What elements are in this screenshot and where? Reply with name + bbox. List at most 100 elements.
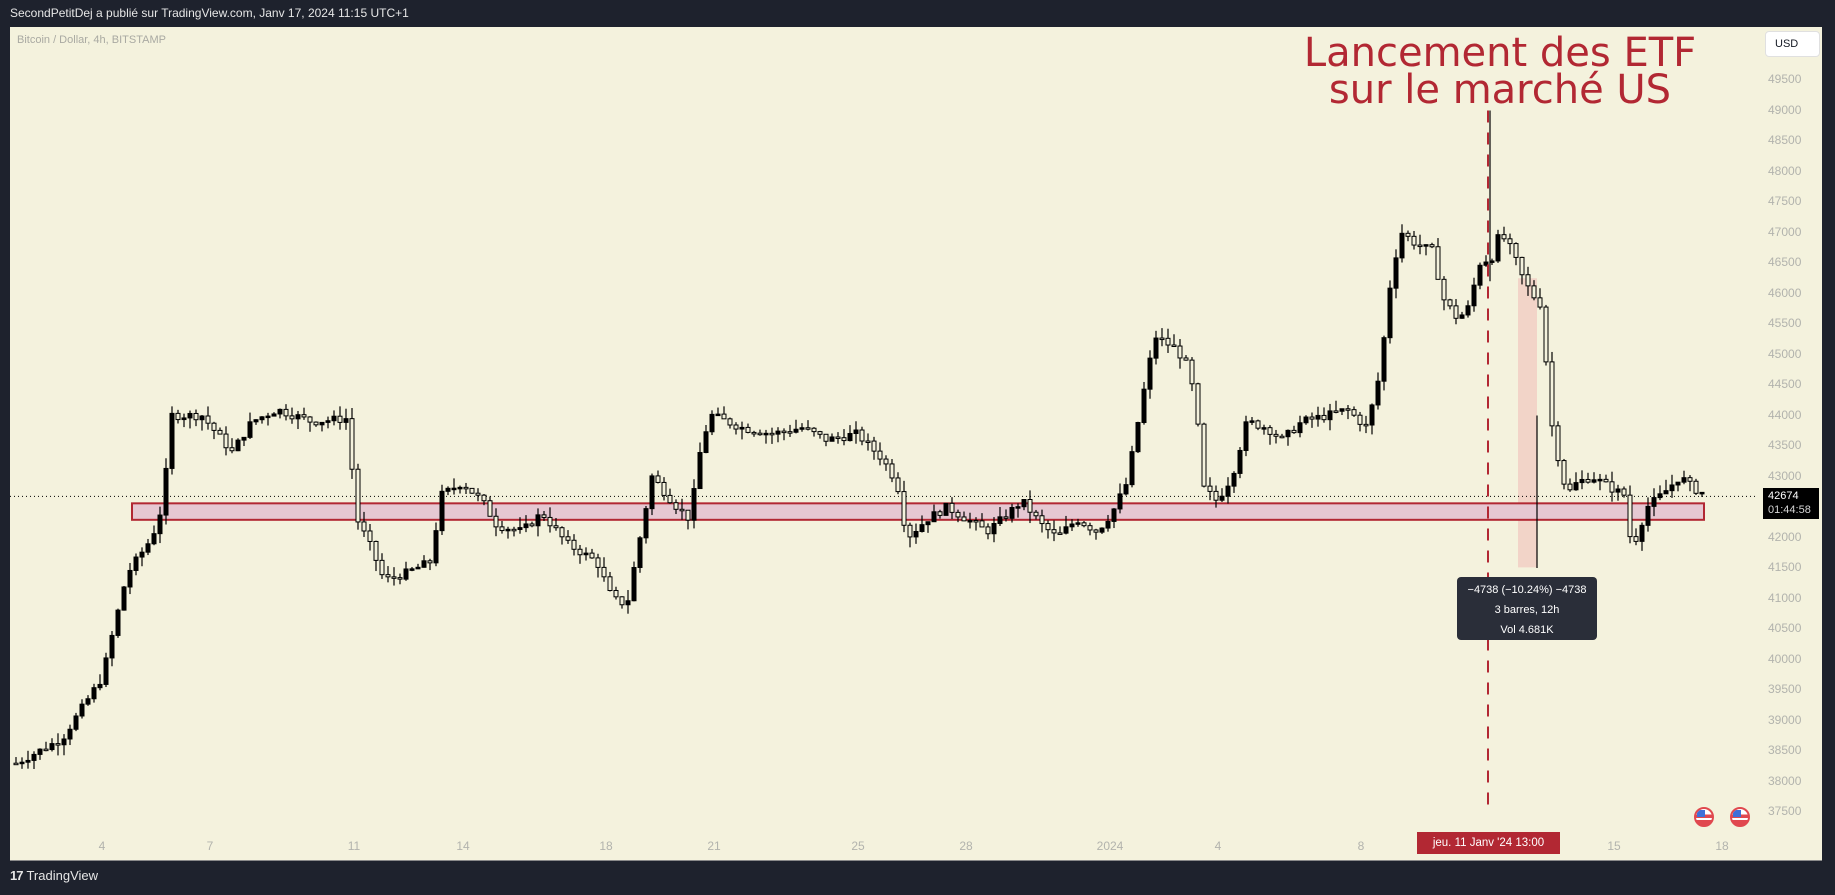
last-price-value: 42674 bbox=[1768, 490, 1799, 502]
candle-body bbox=[1675, 481, 1681, 486]
candle-body bbox=[949, 502, 955, 513]
candle-body bbox=[715, 413, 721, 417]
candle-body bbox=[1135, 422, 1141, 453]
candle-body bbox=[1177, 345, 1183, 359]
candle-body bbox=[937, 511, 943, 516]
candle-body bbox=[1573, 482, 1579, 491]
us-flag-event-icon[interactable] bbox=[1730, 807, 1750, 827]
candle-body bbox=[205, 415, 211, 424]
candle-body bbox=[49, 743, 55, 751]
candle-body bbox=[619, 596, 625, 606]
candle-body bbox=[1519, 256, 1525, 276]
candle-body bbox=[721, 413, 727, 420]
candle-body bbox=[199, 415, 205, 421]
candle-body bbox=[1015, 506, 1021, 509]
time-tick: 28 bbox=[959, 839, 973, 853]
footer-branding[interactable]: 17 TradingView bbox=[10, 868, 98, 883]
candle-body bbox=[1351, 409, 1357, 416]
candle-body bbox=[943, 502, 949, 516]
candle-body bbox=[187, 412, 193, 419]
candle-body bbox=[1471, 284, 1477, 307]
candle-body bbox=[1603, 478, 1609, 483]
price-tick: 45500 bbox=[1768, 316, 1802, 330]
candle-body bbox=[265, 415, 271, 419]
candle-body bbox=[61, 738, 67, 746]
candle-body bbox=[1285, 429, 1291, 438]
candle-body bbox=[1369, 404, 1375, 426]
price-tick: 41500 bbox=[1768, 560, 1802, 574]
candle-body bbox=[1063, 526, 1069, 534]
candle-body bbox=[805, 427, 811, 430]
candlestick-plot[interactable] bbox=[10, 27, 1822, 860]
candle-body bbox=[301, 414, 307, 418]
candle-body bbox=[1033, 511, 1039, 517]
headline-line2: sur le marché US bbox=[1328, 67, 1672, 113]
candle-body bbox=[1003, 516, 1009, 519]
candle-body bbox=[439, 490, 445, 532]
candle-body bbox=[1303, 416, 1309, 424]
candle-body bbox=[13, 762, 19, 766]
candle-body bbox=[793, 428, 799, 433]
candle-body bbox=[385, 574, 391, 578]
candle-body bbox=[1201, 423, 1207, 487]
candle-body bbox=[1477, 264, 1483, 286]
candle-body bbox=[163, 467, 169, 516]
candle-body bbox=[1399, 232, 1405, 259]
candle-body bbox=[1255, 420, 1261, 429]
candle-body bbox=[499, 526, 505, 532]
time-tick: 14 bbox=[456, 839, 470, 853]
candle-body bbox=[1411, 235, 1417, 246]
candle-body bbox=[1315, 414, 1321, 420]
time-tick: 7 bbox=[206, 839, 214, 853]
candle-body bbox=[1069, 523, 1075, 528]
price-tick: 47000 bbox=[1768, 224, 1802, 239]
candle-body bbox=[967, 519, 973, 523]
candle-body bbox=[241, 436, 247, 441]
candle-body bbox=[1021, 498, 1027, 508]
candle-body bbox=[343, 418, 349, 423]
candle-body bbox=[1249, 420, 1255, 423]
candle-body bbox=[781, 430, 787, 434]
price-tick: 46000 bbox=[1768, 285, 1802, 300]
candle-body bbox=[811, 427, 817, 433]
candle-body bbox=[595, 557, 601, 568]
candle-body bbox=[121, 586, 127, 611]
candle-body bbox=[475, 492, 481, 496]
candle-body bbox=[1615, 488, 1621, 493]
candle-body bbox=[307, 416, 313, 423]
candle-body bbox=[991, 522, 997, 535]
measure-bars: 3 barres, 12h bbox=[1494, 604, 1560, 616]
candle-body bbox=[157, 514, 163, 535]
candle-body bbox=[229, 447, 235, 452]
candle-body bbox=[571, 539, 577, 550]
candle-body bbox=[1297, 422, 1303, 434]
candle-body bbox=[1159, 337, 1165, 341]
candle-body bbox=[1537, 297, 1543, 308]
candle-body bbox=[925, 521, 931, 526]
candle-body bbox=[973, 519, 979, 523]
measure-change: −4738 (−10.24%) −4738 bbox=[1467, 584, 1587, 596]
price-tick: 39000 bbox=[1768, 712, 1802, 727]
candle-body bbox=[1009, 507, 1015, 519]
candle-body bbox=[751, 431, 757, 435]
candle-body bbox=[1657, 493, 1663, 499]
candle-body bbox=[697, 452, 703, 490]
candle-body bbox=[1345, 408, 1351, 411]
candle-body bbox=[853, 429, 859, 435]
candle-body bbox=[613, 590, 619, 598]
candle-body bbox=[1189, 359, 1195, 385]
chart-pane[interactable]: Bitcoin / Dollar, 4h, BITSTAMP USD 49500… bbox=[10, 27, 1822, 861]
currency-button[interactable]: USD bbox=[1765, 31, 1820, 57]
us-flag-event-icon[interactable] bbox=[1694, 807, 1714, 827]
candle-body bbox=[1081, 522, 1087, 527]
candle-body bbox=[1609, 481, 1615, 493]
candle-body bbox=[1039, 515, 1045, 525]
annotation-headline: Lancement des ETF sur le marché US bbox=[1290, 33, 1710, 113]
candle-body bbox=[1453, 305, 1459, 319]
candle-body bbox=[529, 523, 535, 527]
candle-body bbox=[1531, 285, 1537, 299]
candle-body bbox=[607, 576, 613, 592]
candle-body bbox=[1549, 361, 1555, 427]
candle-body bbox=[67, 728, 73, 740]
candle-body bbox=[979, 520, 985, 528]
